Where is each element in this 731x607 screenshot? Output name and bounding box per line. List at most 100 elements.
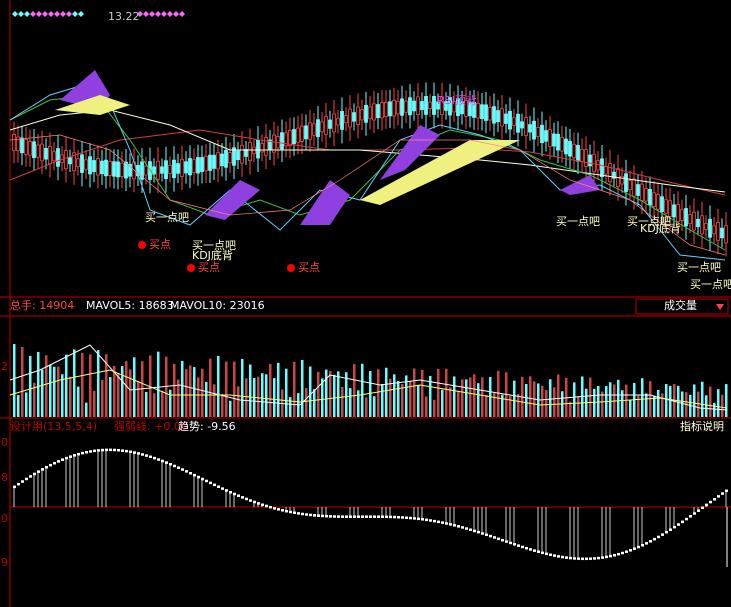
- decor-candle: [376, 104, 380, 119]
- indicator-select[interactable]: [635, 298, 729, 315]
- decor-volume: [25, 392, 28, 417]
- decor-volume: [245, 378, 248, 417]
- indicator-help[interactable]: 指标说明: [680, 419, 724, 433]
- decor-volume: [433, 399, 436, 417]
- decor-candle: [160, 166, 164, 174]
- decor-osc: [221, 487, 224, 490]
- decor-volume: [425, 396, 428, 417]
- decor-volume: [313, 389, 316, 417]
- decor-osc: [657, 535, 660, 539]
- decor-candle: [676, 204, 680, 222]
- decor-osc: [381, 515, 384, 519]
- decor-candle: [244, 149, 248, 157]
- decor-candle: [440, 96, 444, 116]
- decor-candle: [576, 145, 580, 162]
- decor-candle: [520, 121, 524, 129]
- decor-osc: [625, 550, 628, 553]
- axis-label: 8: [1, 471, 8, 484]
- decor-osc: [85, 450, 88, 454]
- decor-volume: [477, 383, 480, 417]
- decor-osc: [369, 515, 372, 518]
- decor-osc: [569, 556, 572, 560]
- decor-candle: [468, 102, 472, 117]
- marker: [173, 11, 179, 17]
- decor-osc: [649, 540, 652, 543]
- decor-candle: [604, 166, 608, 175]
- decor-osc: [177, 466, 180, 469]
- decor-osc: [461, 526, 464, 529]
- decor-volume: [401, 384, 404, 417]
- decor-candle: [328, 119, 332, 129]
- decor-osc: [201, 477, 204, 481]
- decor-candle: [192, 159, 196, 173]
- band: [380, 125, 440, 180]
- indicator-name[interactable]: 成交量: [664, 298, 697, 312]
- decor-candle: [472, 101, 476, 118]
- decor-osc: [617, 552, 620, 556]
- decor-candle: [128, 163, 132, 177]
- decor-osc: [549, 553, 552, 557]
- decor-volume: [457, 390, 460, 417]
- annotation: RSI顶背: [437, 93, 477, 107]
- decor-volume: [329, 370, 332, 417]
- decor-osc: [93, 449, 96, 453]
- band: [55, 95, 130, 115]
- decor-candle: [636, 184, 640, 196]
- decor-osc: [345, 515, 348, 518]
- marker: [54, 11, 60, 17]
- decor-candle: [100, 160, 104, 175]
- decor-osc: [153, 456, 156, 460]
- decor-volume: [465, 379, 468, 417]
- decor-osc: [333, 515, 336, 518]
- decor-volume: [325, 369, 328, 417]
- decor-volume: [45, 355, 48, 417]
- decor-volume: [693, 384, 696, 417]
- decor-volume: [137, 380, 140, 417]
- decor-osc: [685, 517, 688, 521]
- decor-candle: [220, 153, 224, 167]
- decor-candle: [420, 101, 424, 111]
- decor-candle: [172, 159, 176, 179]
- decor-volume: [265, 374, 268, 417]
- decor-volume: [353, 364, 356, 417]
- decor-osc: [269, 505, 272, 509]
- decor-volume: [405, 375, 408, 417]
- decor-candle: [672, 204, 676, 218]
- decor-volume: [73, 349, 76, 417]
- decor-osc: [89, 450, 92, 453]
- dropdown-arrow[interactable]: [716, 304, 724, 310]
- decor-candle: [408, 97, 412, 116]
- decor-osc: [605, 555, 608, 559]
- decor-volume: [553, 387, 556, 417]
- annotation: 买一点吧: [556, 215, 600, 228]
- decor-candle: [692, 211, 696, 231]
- marker: [60, 11, 66, 17]
- decor-volume: [153, 393, 156, 417]
- decor-osc: [181, 468, 184, 471]
- decor-osc: [49, 463, 52, 467]
- annotation: KDJ底背: [192, 248, 233, 262]
- decor-osc: [565, 556, 568, 559]
- axis-label: 0: [1, 436, 8, 449]
- annotation: 买一点吧: [627, 215, 671, 228]
- decor-candle: [288, 129, 292, 147]
- marker: [24, 11, 30, 17]
- decor-volume: [709, 386, 712, 417]
- decor-osc: [361, 515, 364, 518]
- vol-ma: [9, 369, 728, 409]
- decor-volume: [549, 379, 552, 417]
- decor-volume: [701, 381, 704, 417]
- decor-osc: [377, 515, 380, 518]
- decor-volume: [61, 374, 64, 417]
- decor-candle: [540, 124, 544, 144]
- marker: [143, 11, 149, 17]
- decor-volume: [285, 368, 288, 417]
- decor-volume: [369, 370, 372, 417]
- buy-dot: [138, 241, 146, 249]
- decor-osc: [133, 451, 136, 454]
- annotation: 买点: [298, 261, 320, 274]
- decor-osc: [597, 556, 600, 560]
- decor-volume: [237, 386, 240, 417]
- decor-candle: [340, 111, 344, 130]
- decor-osc: [645, 542, 648, 545]
